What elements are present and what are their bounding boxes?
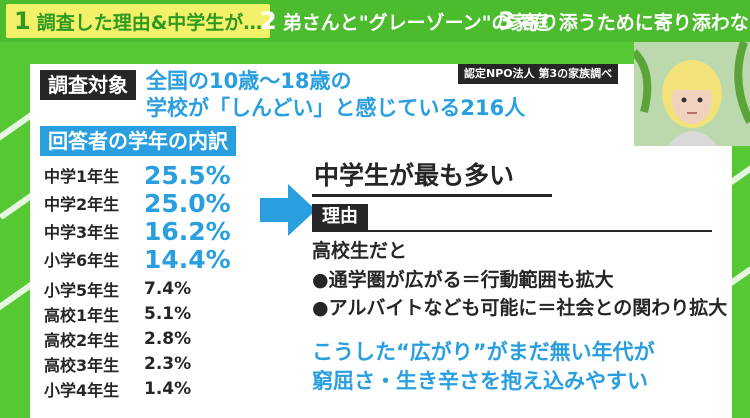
grade-label: 小学6年生	[44, 251, 120, 270]
chapter-tab-3[interactable]: 3 寄り添うために寄り添わない	[498, 4, 750, 38]
grade-row: 小学6年生 14.4%	[44, 244, 231, 274]
grade-percent: 14.4%	[144, 244, 231, 274]
grade-label: 小学5年生	[44, 281, 120, 300]
grade-row: 高校1年生 5.1%	[44, 301, 191, 327]
chapter-label: 寄り添うために寄り添わない	[520, 11, 750, 34]
grade-percent: 2.8%	[144, 329, 192, 349]
grade-row: 小学5年生 7.4%	[44, 276, 191, 302]
reason-bullet-2: ●アルバイトなども可能に＝社会との関わり拡大	[312, 297, 728, 319]
grade-percent: 25.0%	[144, 188, 231, 218]
finding-headline: 中学生が最も多い	[314, 161, 515, 190]
grade-row: 高校2年生 2.8%	[44, 326, 191, 352]
grade-label: 中学2年生	[44, 195, 120, 214]
grade-row: 中学2年生 25.0%	[44, 188, 231, 218]
reason-intro: 高校生だと	[312, 240, 408, 262]
breakdown-label: 回答者の学年の内訳	[40, 126, 236, 156]
reason-bullet-1: ●通学圏が広がる＝行動範囲も拡大	[312, 269, 614, 291]
arrow-right-icon	[260, 184, 316, 236]
chapter-label: 弟さんと"グレーゾーン"の家庭	[282, 11, 549, 34]
headline-underline	[312, 194, 552, 197]
grade-label: 中学3年生	[44, 223, 120, 242]
presenter-video-inset	[634, 42, 750, 146]
grade-row: 中学1年生 25.5%	[44, 160, 231, 190]
conclusion-line-1: こうした“広がり”がまだ無い年代が	[312, 340, 655, 364]
grade-percent: 1.4%	[144, 379, 192, 399]
grade-label: 高校2年生	[44, 331, 120, 350]
grade-label: 中学1年生	[44, 167, 120, 186]
grade-row: 小学4年生 1.4%	[44, 376, 191, 402]
reason-underline	[312, 230, 712, 232]
conclusion-line-2: 窮屈さ・生き辛さを抱え込みやすい	[312, 369, 648, 393]
grade-row: 高校3年生 2.3%	[44, 351, 191, 377]
chapter-tab-1[interactable]: 1 調査した理由&中学生が…	[6, 4, 271, 38]
survey-subject-line1: 全国の10歳〜18歳の	[146, 69, 352, 93]
grade-label: 小学4年生	[44, 381, 120, 400]
chapter-number: 1	[14, 7, 31, 35]
presenter-avatar	[634, 42, 750, 146]
grade-percent: 25.5%	[144, 160, 231, 190]
info-card: 調査対象 全国の10歳〜18歳の 学校が「しんどい」と感じている216人 回答者…	[30, 64, 732, 418]
grade-percent: 5.1%	[144, 304, 192, 324]
grade-percent: 16.2%	[144, 216, 231, 246]
grade-label: 高校3年生	[44, 356, 120, 375]
survey-label: 調査対象	[40, 70, 136, 100]
grade-percent: 2.3%	[144, 354, 192, 374]
grade-percent: 7.4%	[144, 279, 192, 299]
chapter-number: 3	[498, 7, 515, 35]
grade-row: 中学3年生 16.2%	[44, 216, 231, 246]
chapter-bar: 1 調査した理由&中学生が… 2 弟さんと"グレーゾーン"の家庭 3 寄り添うた…	[0, 0, 750, 42]
chapter-number: 2	[260, 7, 277, 35]
chapter-label: 調査した理由&中学生が…	[36, 11, 263, 34]
source-credit: 認定NPO法人 第3の家族調べ	[458, 64, 619, 84]
chapter-tab-2[interactable]: 2 弟さんと"グレーゾーン"の家庭	[260, 4, 549, 38]
survey-subject-line2: 学校が「しんどい」と感じている216人	[146, 96, 526, 120]
reason-label: 理由	[312, 204, 368, 230]
grade-label: 高校1年生	[44, 306, 120, 325]
